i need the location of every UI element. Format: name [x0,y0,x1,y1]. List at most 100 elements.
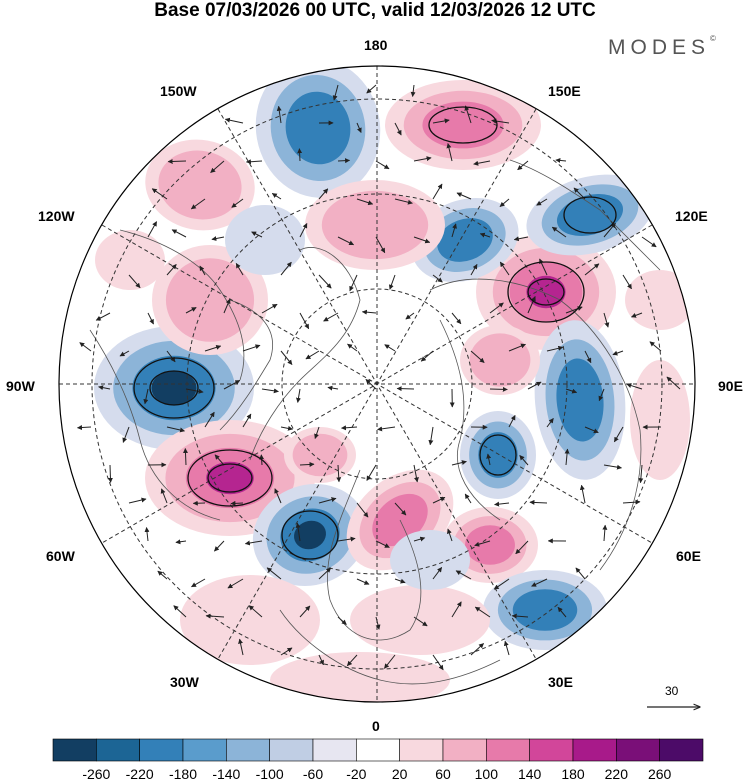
wind-vector [565,388,578,394]
wind-vector [318,497,337,504]
wind-vector [248,605,263,618]
anomaly-region [390,530,470,590]
colorbar-swatch [182,738,227,762]
wind-vector [323,312,339,322]
anomaly-region [294,520,326,550]
wind-vector [413,156,432,162]
wind-vector [361,309,377,315]
wind-vector [375,236,386,254]
wind-vector [305,350,320,360]
wind-vector [413,536,426,542]
wind-vector [214,454,225,466]
wind-vector [147,221,158,238]
colorbar-swatch [572,738,617,762]
colorbar-swatch [486,738,530,762]
wind-vector [491,118,510,124]
wind-vector [551,226,567,238]
wind-vector [337,236,355,246]
colorbar-label: 140 [517,766,542,782]
wind-vector [575,567,586,580]
wind-vector [598,388,605,402]
wind-vector [299,223,308,238]
colorbar-label: -60 [302,766,324,782]
colorbar-label: 60 [435,766,451,782]
wind-vector [584,426,599,434]
wind-vector [557,606,567,618]
colorbar-label: 20 [391,766,408,782]
wind-vector [641,236,657,248]
wind-vector [666,376,681,390]
colorbar-swatch [356,738,400,762]
wind-vector [280,425,293,431]
wind-vector [175,539,187,545]
wind-vector [612,350,624,356]
anomaly-region [158,150,242,220]
wind-vector [224,117,244,124]
anomaly-region [437,218,493,262]
wind-vector [280,261,292,276]
lon-label-90w: 90W [6,378,35,394]
wind-vector [517,160,529,171]
colorbar-label: -220 [125,766,154,782]
wind-vector [474,540,491,547]
lon-label-30w: 30W [170,674,199,690]
lon-label-150e: 150E [548,83,581,99]
wind-vector [261,303,278,314]
colorbar-label: 180 [561,766,585,782]
wind-vector [432,274,443,283]
wind-vector [205,613,225,619]
wind-vector [261,388,279,394]
wind-vector [394,198,413,205]
wind-vector [432,654,444,671]
wind-vector [107,464,113,483]
wind-vector [493,578,510,590]
lon-label-60w: 60W [46,548,75,564]
colorbar-swatch [399,738,444,762]
anomaly-region [422,101,504,149]
wind-vector [341,425,358,431]
anomaly-region [625,270,695,330]
wind-vector [204,344,222,352]
wind-vector [274,488,282,504]
graticule [59,66,695,702]
wind-vector [420,350,434,362]
wind-vector [508,343,526,352]
wind-vector [413,236,431,244]
wind-vector [151,188,168,200]
colorbar-swatch [616,738,660,762]
anomaly-region [321,190,429,260]
wind-vector [519,455,529,466]
map-title: Base 07/03/2026 00 UTC, valid 12/03/2026… [154,0,596,21]
wind-vector [235,262,244,276]
wind-vector [98,385,111,391]
wind-vector [144,527,150,542]
anomaly-field [59,66,695,702]
wind-vector [230,500,244,506]
colorbar-swatch [312,738,357,762]
wind-vector [299,461,315,467]
coastlines [89,159,661,685]
colorbar-swatch [52,738,97,762]
wind-vector [603,312,610,328]
wind-vector [513,236,529,242]
wind-vector [451,460,467,466]
wind-vector [122,426,130,443]
anomaly-region [526,275,566,309]
wind-vector [167,158,187,164]
wind-vector [147,312,154,325]
modes-logo: MODES© [608,34,716,60]
wind-vector [356,198,374,206]
wind-vector [327,385,339,391]
wind-vector [527,296,536,314]
anomaly-region [512,589,578,631]
wind-vector [413,464,419,483]
wind-vectors [77,84,681,671]
wind-vector [204,411,215,428]
wind-vector [227,578,244,589]
wind-vector [223,298,231,314]
lon-label-150w: 150W [160,83,197,99]
lon-label-60e: 60E [676,548,701,564]
wind-vector [489,386,508,392]
wind-vector [470,263,478,276]
wind-vector [297,148,303,162]
